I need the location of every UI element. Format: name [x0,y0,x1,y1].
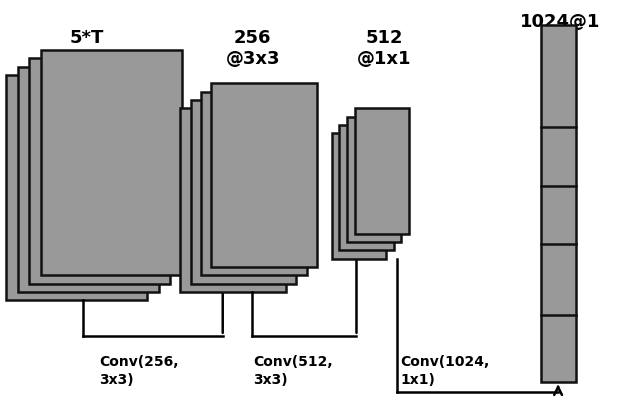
Text: 5*T
@5x5: 5*T @5x5 [59,29,114,68]
Bar [347,117,401,242]
Text: Conv(256,
3x3): Conv(256, 3x3) [99,355,179,387]
Text: 1024@1: 1024@1 [520,13,600,30]
Text: Conv(1024,
1x1): Conv(1024, 1x1) [400,355,489,387]
Bar [339,125,394,250]
Text: 256
@3x3: 256 @3x3 [225,29,280,68]
Bar [29,58,170,284]
Bar [180,108,286,292]
Bar [41,50,182,275]
Bar [201,92,307,275]
Bar [6,75,147,300]
Bar [18,67,159,292]
Bar [355,108,409,234]
Text: Conv(512,
3x3): Conv(512, 3x3) [253,355,332,387]
Bar [211,83,317,267]
Bar [541,25,576,382]
Bar [191,100,296,284]
Bar [332,133,386,259]
Text: 512
@1x1: 512 @1x1 [356,29,412,68]
